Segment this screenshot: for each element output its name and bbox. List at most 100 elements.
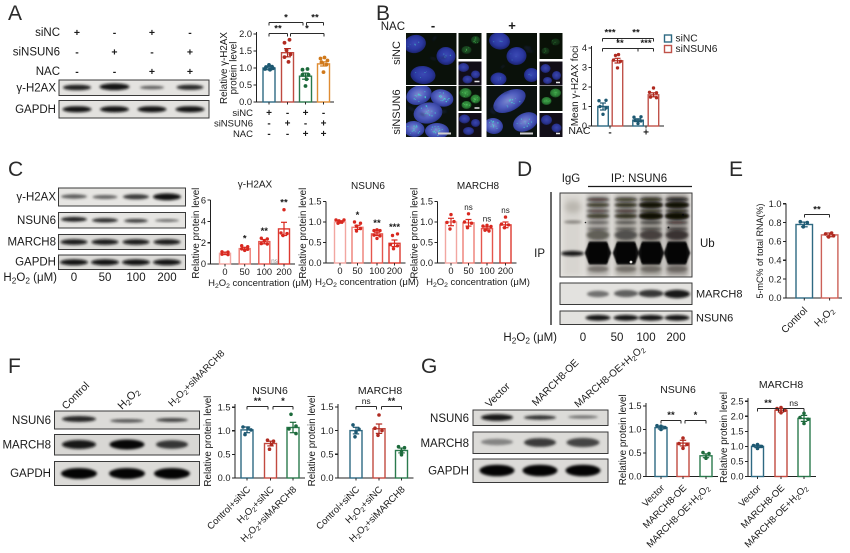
svg-text:+: + xyxy=(149,66,155,78)
svg-text:NAC: NAC xyxy=(381,21,405,33)
svg-text:ns: ns xyxy=(789,398,798,408)
svg-text:+: + xyxy=(321,129,327,140)
svg-text:0.0: 0.0 xyxy=(309,258,322,268)
svg-text:D: D xyxy=(517,158,532,181)
svg-text:2.5: 2.5 xyxy=(731,396,744,406)
svg-text:100: 100 xyxy=(479,266,495,276)
svg-text:G: G xyxy=(421,355,437,378)
svg-text:B: B xyxy=(376,2,390,25)
svg-text:Relative protein level: Relative protein level xyxy=(203,396,214,487)
svg-text:NAC: NAC xyxy=(36,66,60,78)
svg-text:**: ** xyxy=(616,38,624,49)
svg-text:**: ** xyxy=(261,226,269,237)
svg-text:-: - xyxy=(431,18,435,33)
svg-text:+: + xyxy=(187,47,193,59)
svg-text:Relative protein level: Relative protein level xyxy=(191,188,202,279)
svg-text:6: 6 xyxy=(201,195,206,205)
svg-text:+: + xyxy=(111,47,117,59)
svg-text:IP: IP xyxy=(534,248,545,260)
svg-text:50: 50 xyxy=(611,332,624,344)
svg-text:0.0: 0.0 xyxy=(321,473,334,483)
svg-text:0.8: 0.8 xyxy=(769,218,782,228)
svg-text:*: * xyxy=(694,410,698,421)
svg-text:+: + xyxy=(187,66,193,78)
svg-text:-: - xyxy=(113,66,117,78)
svg-text:0.5: 0.5 xyxy=(239,80,252,90)
svg-text:Relative protein level: Relative protein level xyxy=(618,394,629,485)
svg-text:H2O2 (μM): H2O2 (μM) xyxy=(503,332,557,345)
svg-text:50: 50 xyxy=(240,267,250,277)
svg-text:NSUN6: NSUN6 xyxy=(252,385,288,397)
svg-text:MARCH8: MARCH8 xyxy=(7,237,56,249)
svg-text:200: 200 xyxy=(276,267,292,277)
svg-text:siNSUN6: siNSUN6 xyxy=(676,44,718,55)
svg-text:NSUN6: NSUN6 xyxy=(660,384,696,396)
svg-text:C: C xyxy=(8,158,23,181)
svg-text:-: - xyxy=(150,47,154,59)
svg-text:200: 200 xyxy=(498,266,514,276)
svg-text:protein level: protein level xyxy=(229,42,240,95)
svg-text:**: ** xyxy=(373,218,381,229)
svg-text:1.5: 1.5 xyxy=(420,197,433,207)
svg-text:1.0: 1.0 xyxy=(321,426,334,436)
svg-text:1.5: 1.5 xyxy=(321,402,334,412)
svg-text:1.0: 1.0 xyxy=(239,63,252,73)
svg-text:0.5: 0.5 xyxy=(420,238,433,248)
svg-text:GAPDH: GAPDH xyxy=(10,468,51,480)
svg-text:H2O2 concentration (μM): H2O2 concentration (μM) xyxy=(208,278,312,290)
svg-text:**: ** xyxy=(254,396,262,407)
svg-text:E: E xyxy=(729,158,743,181)
svg-text:NSUN6: NSUN6 xyxy=(696,313,733,325)
svg-text:100: 100 xyxy=(126,272,145,284)
svg-text:0: 0 xyxy=(71,272,77,284)
svg-text:IgG: IgG xyxy=(562,173,581,185)
svg-text:-: - xyxy=(267,119,270,130)
svg-text:siNC: siNC xyxy=(35,27,60,39)
svg-text:0.5: 0.5 xyxy=(218,450,231,460)
svg-text:2.0: 2.0 xyxy=(239,29,252,39)
svg-text:-: - xyxy=(75,47,79,59)
svg-text:0: 0 xyxy=(582,121,587,131)
svg-text:siNSUN6: siNSUN6 xyxy=(214,119,253,130)
svg-text:200: 200 xyxy=(666,332,685,344)
svg-text:*: * xyxy=(356,210,360,221)
svg-text:0.6: 0.6 xyxy=(769,237,782,247)
svg-text:NSUN6: NSUN6 xyxy=(12,415,51,427)
svg-text:+: + xyxy=(285,119,291,130)
svg-text:NAC: NAC xyxy=(233,129,253,140)
svg-text:+: + xyxy=(303,108,309,119)
svg-text:-: - xyxy=(267,129,270,140)
svg-text:**: ** xyxy=(632,28,640,39)
svg-text:**: ** xyxy=(311,13,319,24)
svg-text:100: 100 xyxy=(257,267,273,277)
svg-text:MARCH8: MARCH8 xyxy=(696,289,742,301)
svg-text:-: - xyxy=(608,128,611,139)
svg-text:-: - xyxy=(286,108,289,119)
svg-text:50: 50 xyxy=(99,272,112,284)
svg-text:3: 3 xyxy=(582,63,587,73)
svg-text:siNSUN6: siNSUN6 xyxy=(13,47,60,59)
svg-text:γ-H2AX: γ-H2AX xyxy=(238,180,273,191)
svg-text:+: + xyxy=(303,129,309,140)
svg-text:siNC: siNC xyxy=(676,34,698,45)
svg-text:***: *** xyxy=(640,38,651,49)
svg-text:5-mC% of total RNA(%): 5-mC% of total RNA(%) xyxy=(755,203,765,298)
svg-text:Relative γ-H2AX: Relative γ-H2AX xyxy=(219,32,230,104)
svg-text:0: 0 xyxy=(448,266,453,276)
svg-text:siNC: siNC xyxy=(391,41,403,65)
svg-text:NAC: NAC xyxy=(568,125,591,137)
svg-text:**: ** xyxy=(667,410,675,421)
svg-text:0: 0 xyxy=(337,266,342,276)
svg-text:**: ** xyxy=(388,396,396,407)
svg-text:2.0: 2.0 xyxy=(731,412,744,422)
svg-text:Relative protein level: Relative protein level xyxy=(410,188,421,279)
svg-text:1.0: 1.0 xyxy=(218,426,231,436)
svg-text:Relative protein level: Relative protein level xyxy=(298,188,309,279)
svg-text:H2O2 concentration (μM): H2O2 concentration (μM) xyxy=(315,277,419,289)
svg-text:1.0: 1.0 xyxy=(731,442,744,452)
svg-text:Relative protein level: Relative protein level xyxy=(719,392,730,483)
svg-text:+: + xyxy=(643,128,649,139)
svg-text:γ-H2AX: γ-H2AX xyxy=(16,192,56,204)
svg-text:MARCH8: MARCH8 xyxy=(420,438,469,450)
svg-text:1.0: 1.0 xyxy=(420,217,433,227)
